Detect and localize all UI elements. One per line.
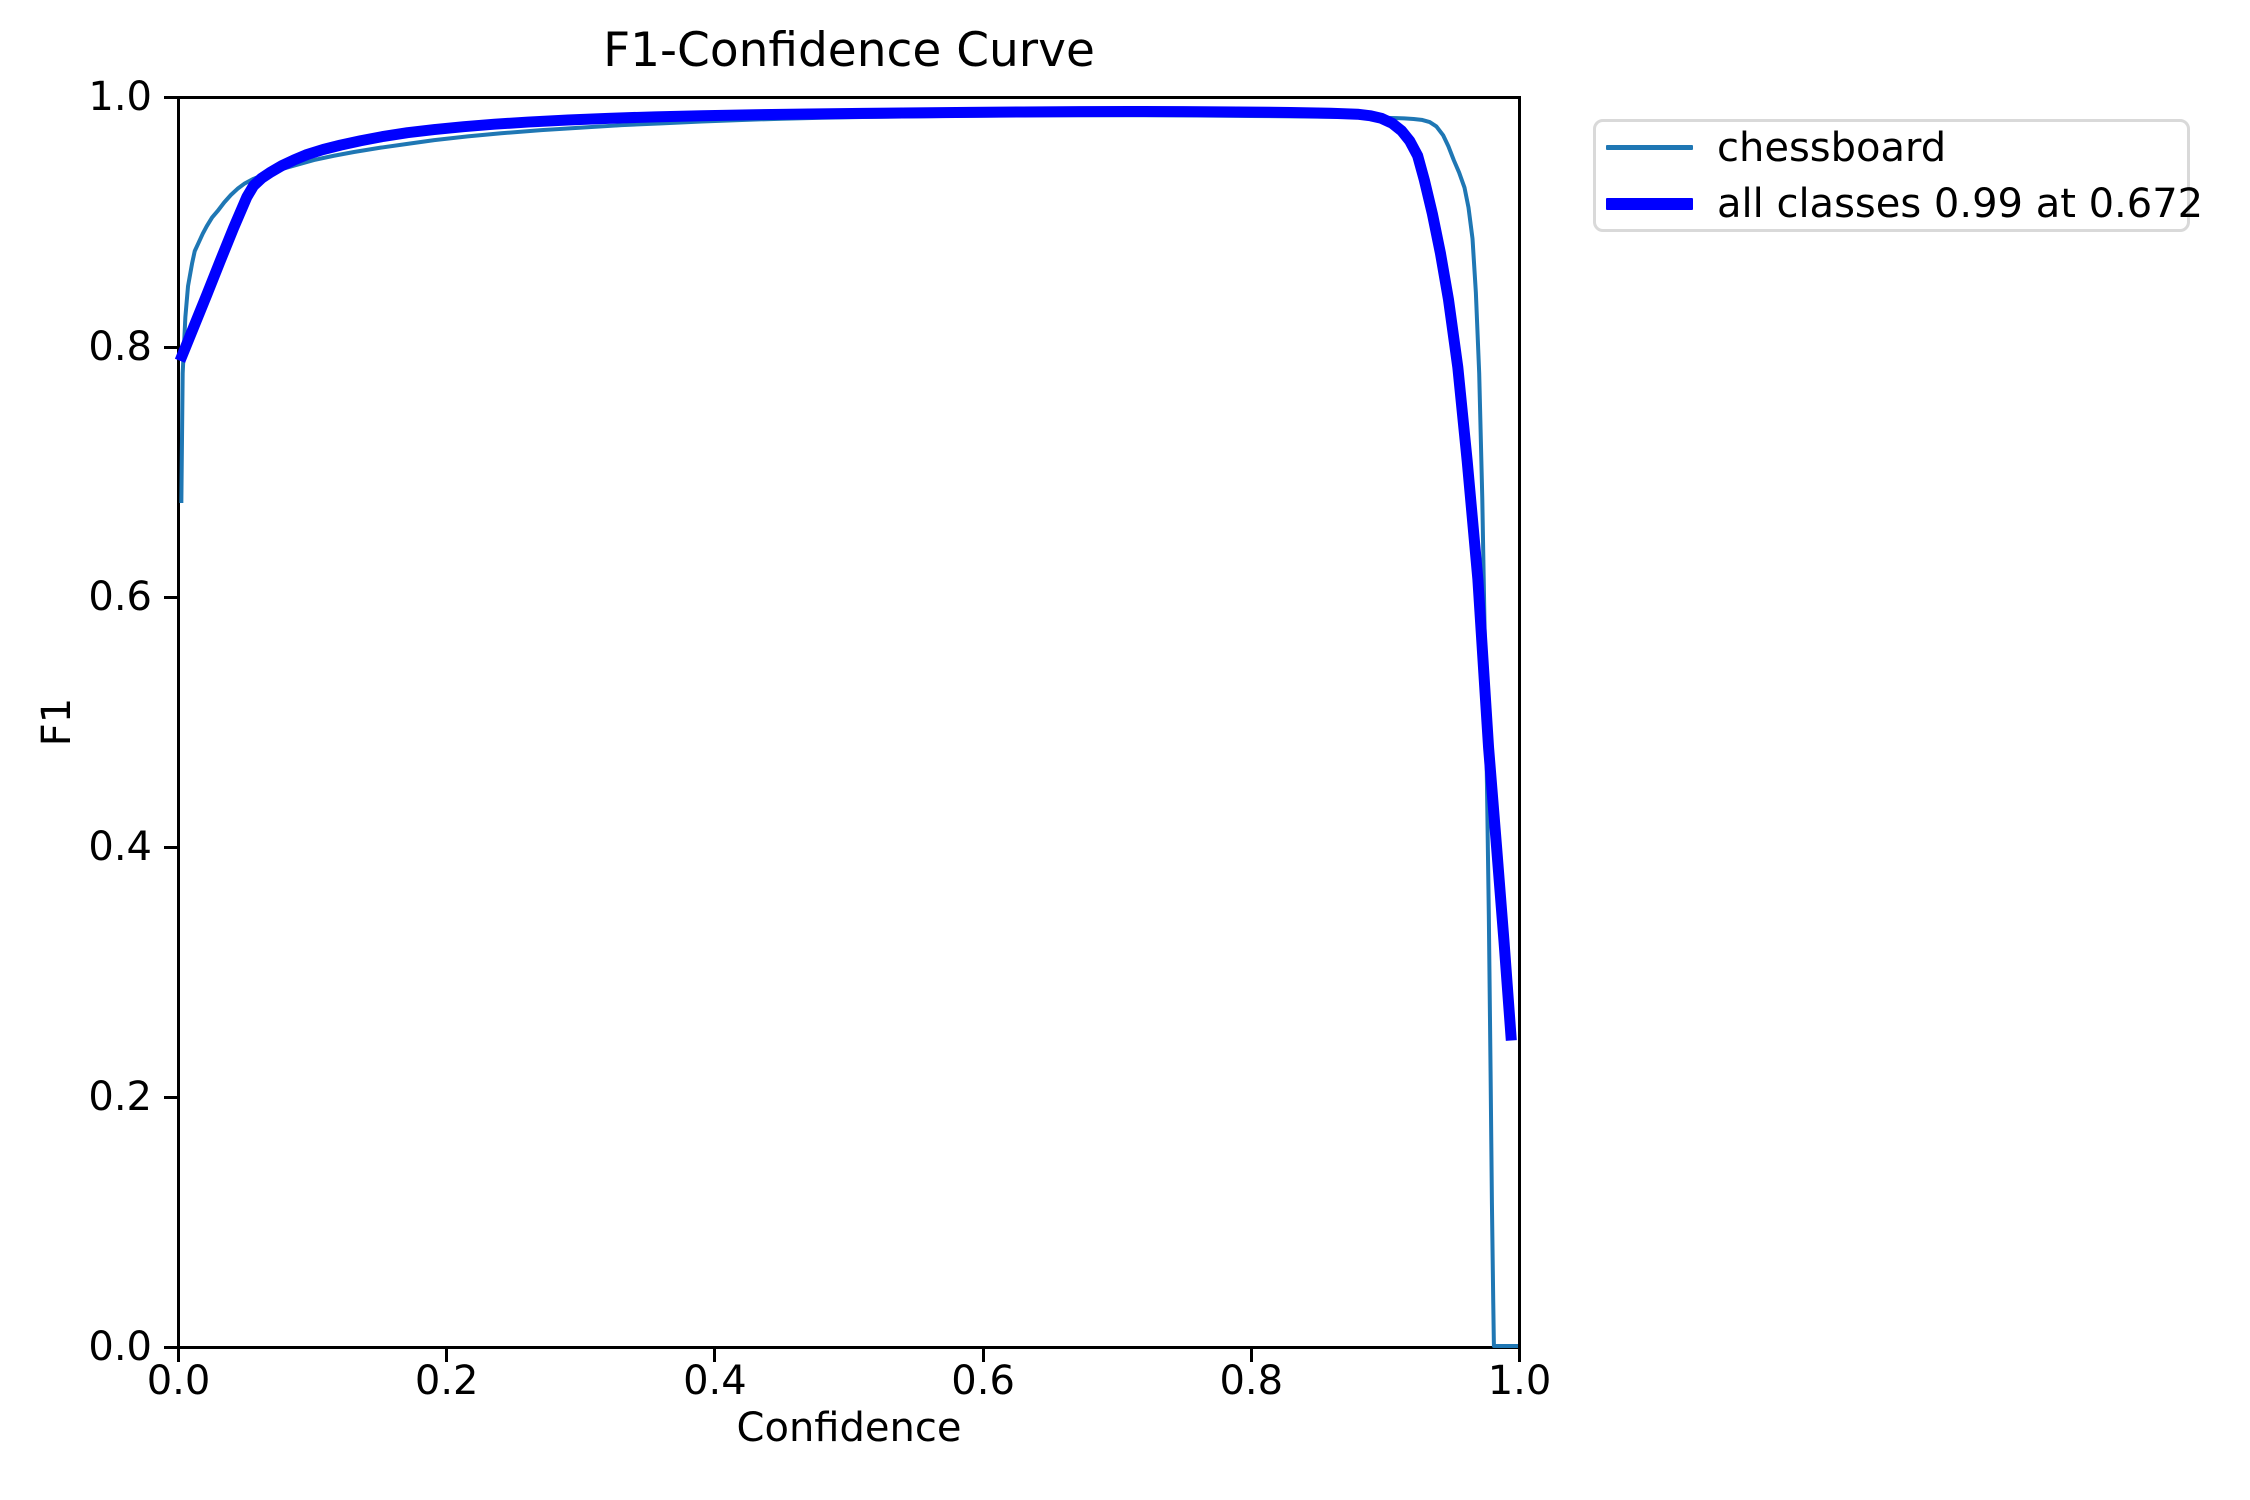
legend-line-swatch [1606, 197, 1693, 210]
x-axis-tick-label: 0.6 [951, 1358, 1015, 1404]
legend-label: all classes 0.99 at 0.672 [1717, 180, 2204, 227]
y-axis-tick [164, 96, 177, 99]
y-axis-tick-label: 0.8 [88, 323, 152, 370]
x-axis-tick [177, 1349, 180, 1362]
series-line-all-classes [180, 111, 1511, 1040]
legend-line-swatch [1606, 145, 1693, 150]
y-axis-tick [164, 846, 177, 849]
y-axis-tick-label: 0.6 [88, 573, 152, 620]
x-axis-tick-label: 0.2 [414, 1358, 479, 1404]
y-axis-label: F1 [34, 697, 80, 747]
legend-label: chessboard [1717, 124, 1947, 171]
legend-item: chessboard [1606, 125, 2177, 171]
y-axis-tick-label: 0.0 [88, 1323, 152, 1370]
y-axis-tick-label: 0.4 [88, 823, 152, 870]
y-axis-tick [164, 346, 177, 349]
x-axis-tick-label: 0.8 [1219, 1358, 1284, 1404]
plot-area [177, 96, 1521, 1349]
y-axis-tick [164, 1096, 177, 1099]
x-axis-tick [713, 1349, 717, 1362]
x-axis-tick [445, 1349, 449, 1362]
y-axis-tick [164, 1346, 177, 1349]
x-axis-tick-label: 0.0 [146, 1358, 211, 1404]
x-axis-tick [981, 1349, 985, 1362]
y-axis-tick [164, 596, 177, 599]
legend-item: all classes 0.99 at 0.672 [1606, 181, 2203, 227]
curves-canvas [180, 99, 1518, 1346]
x-axis-label: Confidence [736, 1405, 962, 1451]
y-axis-tick-label: 1.0 [88, 73, 152, 120]
x-axis-tick-label: 0.4 [683, 1358, 747, 1404]
legend: chessboard all classes 0.99 at 0.672 [1593, 119, 2203, 232]
x-axis-tick [1518, 1349, 1521, 1362]
y-axis-tick-label: 0.2 [88, 1073, 152, 1120]
chart-title: F1-Confidence Curve [603, 23, 1095, 78]
series-line-chessboard [181, 115, 1518, 1346]
x-axis-tick-label: 1.0 [1487, 1358, 1552, 1404]
x-axis-tick [1249, 1349, 1253, 1362]
